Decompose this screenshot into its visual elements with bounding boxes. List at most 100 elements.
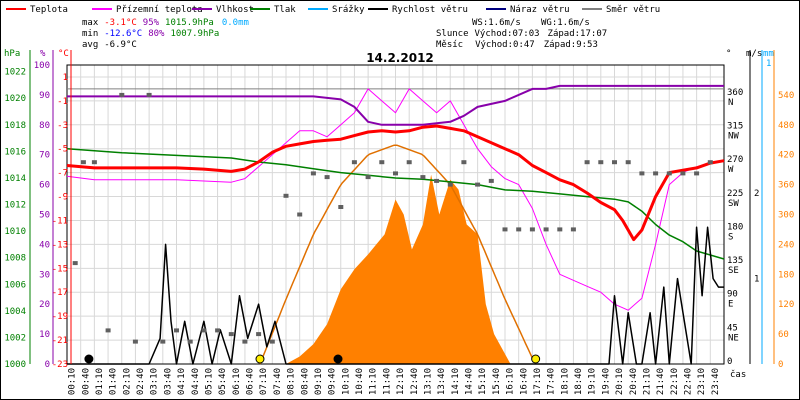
x-tick-30: 14:40: [465, 368, 475, 395]
x-tick-1: 00:10: [68, 368, 78, 395]
svg-text:avg-6.9°C: avg -6.9°C: [82, 40, 137, 50]
sunset-marker: [531, 354, 541, 364]
direction-tick-8: 45: [727, 323, 738, 333]
x-tick-6: 02:40: [136, 368, 146, 395]
radiation-area: [286, 174, 511, 364]
temperature-tick-2: -1: [57, 97, 68, 107]
x-tick-33: 16:10: [506, 368, 516, 395]
chart-title: 14.2.2012: [366, 51, 434, 65]
x-axis-label: čas: [730, 369, 746, 380]
direction-tick-9: 0: [727, 357, 732, 367]
wind-direction-point-17: [283, 193, 289, 198]
wind-direction-point-31: [475, 182, 481, 187]
x-tick-17: 08:10: [287, 368, 297, 395]
wind-direction-point-42: [625, 160, 631, 165]
stats-min-label: min: [82, 29, 98, 39]
humidity-tick-1: 0: [45, 360, 50, 370]
radiation-tick-2: 60: [778, 330, 789, 340]
wind-direction-point-28: [434, 178, 440, 183]
x-tick-10: 04:40: [191, 368, 201, 395]
x-tick-20: 09:40: [328, 368, 338, 395]
wind-direction-point-44: [653, 171, 659, 176]
stats-panel: max -3.1°C 95% 1015.9hPa 0.0mm min -12.6°C 80%…: [82, 18, 607, 50]
x-tick-42: 20:40: [629, 368, 639, 395]
x-tick-9: 04:10: [177, 368, 187, 395]
sunrise-marker: [255, 354, 265, 364]
wind-direction-point-10: [187, 339, 193, 344]
temperature-tick-5: -7: [57, 169, 68, 179]
wind-tick-1: 1: [754, 275, 759, 285]
direction-tick-1: 360: [727, 88, 743, 98]
pressure-tick-10: 1018: [4, 121, 26, 131]
markers: [84, 354, 541, 364]
humidity-tick-9: 80: [39, 121, 50, 131]
wind-direction-point-7: [146, 92, 152, 97]
wind-direction-point-20: [324, 175, 330, 180]
moonrise-marker: [84, 354, 94, 364]
legend-label-5: Srážky: [332, 5, 365, 15]
temperature-tick-1: 1: [63, 73, 68, 83]
legend: Teplota Přízemní teplota Vlhkost Tlak Srážky…: [6, 5, 660, 15]
pressure-tick-1: 1000: [4, 360, 26, 370]
stats-min-temp: -12.6°C: [104, 29, 142, 39]
legend-label-2: Přízemní teplota: [116, 5, 203, 15]
x-tick-15: 07:10: [259, 368, 269, 395]
legend-label-6: Rychlost větru: [392, 5, 468, 15]
x-tick-5: 02:10: [122, 368, 132, 395]
x-tick-31: 15:10: [478, 368, 488, 395]
humidity-tick-2: 10: [39, 330, 50, 340]
stats-max-temp: -3.1°C: [104, 18, 137, 28]
ground-temperature-line: [66, 88, 725, 311]
sunset-time: Západ:17:07: [548, 29, 608, 39]
wind-direction-point-12: [215, 328, 221, 333]
radiation-tick-6: 300: [778, 211, 794, 221]
x-tick-24: 11:40: [382, 368, 392, 395]
humidity-tick-4: 30: [39, 270, 50, 280]
wind-direction-point-23: [365, 175, 371, 180]
sun-label: Slunce: [436, 29, 469, 39]
pressure-unit: hPa: [4, 49, 20, 59]
direction-label-2: NW: [728, 132, 739, 142]
pressure-tick-11: 1020: [4, 94, 26, 104]
x-tick-19: 09:10: [314, 368, 324, 395]
wind-speed-info: WS:1.6m/s: [472, 18, 521, 28]
direction-label-5: S: [728, 232, 733, 242]
x-tick-14: 06:40: [246, 368, 256, 395]
temperature-tick-8: -13: [52, 240, 68, 250]
wind-direction-point-34: [516, 227, 522, 232]
temperature-line: [66, 124, 725, 242]
radiation-tick-8: 420: [778, 151, 794, 161]
radiation-tick-1: 0: [778, 360, 783, 370]
legend-label-7: Náraz větru: [510, 5, 570, 15]
moonset-marker: [333, 354, 343, 364]
direction-tick-3: 270: [727, 155, 743, 165]
radiation-tick-9: 480: [778, 121, 794, 131]
x-tick-37: 18:10: [560, 368, 570, 395]
direction-tick-4: 225: [727, 189, 743, 199]
wind-direction-point-30: [461, 160, 467, 165]
x-tick-16: 07:40: [273, 368, 283, 395]
temperature-tick-12: -21: [52, 336, 68, 346]
radiation-tick-3: 120: [778, 300, 794, 310]
stats-max-hum: 95%: [143, 18, 160, 28]
x-tick-12: 05:40: [218, 368, 228, 395]
temperature-tick-11: -19: [52, 312, 68, 322]
stats-avg-label: avg: [82, 40, 98, 50]
x-tick-23: 11:10: [369, 368, 379, 395]
humidity-tick-5: 40: [39, 240, 50, 250]
wind-speed-line: [67, 226, 724, 365]
x-tick-40: 19:40: [601, 368, 611, 395]
pressure-tick-4: 1006: [4, 280, 26, 290]
wind-direction-point-43: [639, 171, 645, 176]
wind-direction-point-48: [707, 160, 713, 165]
x-tick-34: 16:40: [519, 368, 529, 395]
wind-direction-point-26: [406, 160, 412, 165]
wind-direction-point-16: [269, 339, 275, 344]
wind-direction-point-13: [228, 332, 234, 337]
x-tick-4: 01:40: [109, 368, 119, 395]
pressure-tick-8: 1014: [4, 174, 26, 184]
pressure-tick-5: 1008: [4, 254, 26, 264]
wind-direction-point-6: [132, 339, 138, 344]
pressure-tick-6: 1010: [4, 227, 26, 237]
moon-label: Měsíc: [436, 40, 463, 50]
